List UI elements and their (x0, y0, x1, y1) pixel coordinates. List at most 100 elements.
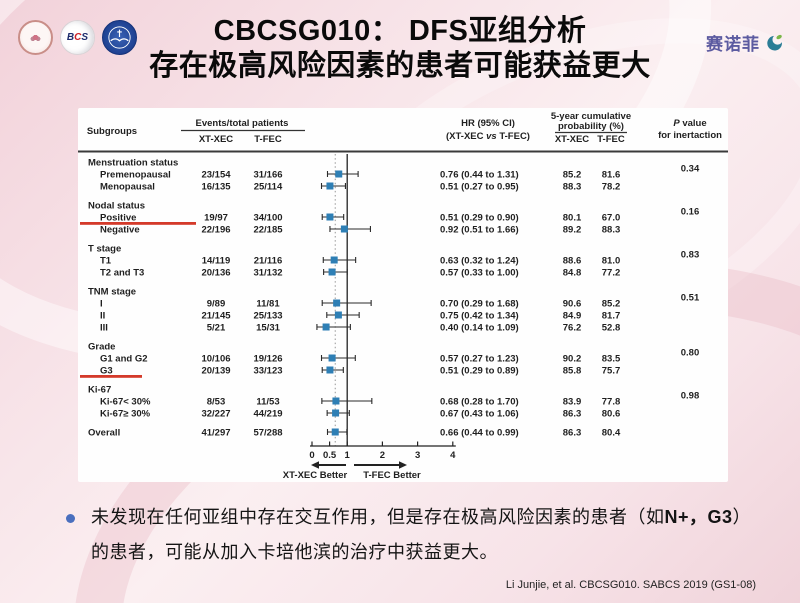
forest-plot: Subgroups Events/total patients XT-XEC T-FE… (78, 111, 728, 481)
prob-xtxec: 85.2 (563, 170, 582, 181)
events-tfec: 25/133 (253, 311, 282, 322)
prob-tfec: 81.7 (602, 311, 621, 322)
events-tfec: 44/219 (253, 409, 282, 420)
hr-ci-text: 0.67 (0.43 to 1.06) (440, 409, 519, 420)
bcs-logo-text: BCS (66, 32, 89, 43)
row-label: Menopausal (100, 182, 155, 193)
left-arrow-head-icon (311, 461, 319, 469)
prob-xtxec: 84.8 (563, 268, 582, 279)
group-header: Ki-67 (88, 385, 111, 396)
hr-ci-text: 0.92 (0.51 to 1.66) (440, 225, 519, 236)
hr-ci-text: 0.75 (0.42 to 1.34) (440, 311, 519, 322)
key-message: 未发现在任何亚组中存在交互作用，但是存在极高风险因素的患者（如N+，G3）的患者… (66, 500, 766, 570)
row-label: I (100, 299, 103, 310)
row-label: Positive (100, 213, 136, 224)
row-label: Ki-67< 30% (100, 397, 151, 408)
forest-marker (332, 397, 340, 405)
bullet-text-part3: ）的患者，可能从加入卡培他滨的治疗中获益更大。 (91, 507, 752, 562)
x-tick-label: 2 (380, 450, 385, 461)
row-label: II (100, 311, 105, 322)
col-header-5yr-tfec: T-FEC (597, 134, 625, 145)
right-arrow-head-icon (399, 461, 407, 469)
row-label: Ki-67≥ 30% (100, 409, 151, 420)
prob-xtxec: 90.2 (563, 354, 582, 365)
events-tfec: 57/288 (253, 428, 282, 439)
forest-marker (326, 213, 334, 221)
group-header: Menstruation status (88, 158, 178, 169)
p-value: 0.83 (681, 250, 700, 261)
events-xtxec: 41/297 (201, 428, 230, 439)
prob-tfec: 78.2 (602, 182, 621, 193)
header-rule (78, 150, 728, 153)
prob-tfec: 81.0 (602, 256, 621, 267)
row-label: G3 (100, 366, 113, 377)
forest-marker (326, 366, 334, 374)
events-xtxec: 19/97 (204, 213, 228, 224)
hr-ci-text: 0.66 (0.44 to 0.99) (440, 428, 519, 439)
prob-xtxec: 80.1 (563, 213, 582, 224)
prob-tfec: 75.7 (602, 366, 621, 377)
prob-tfec: 67.0 (602, 213, 621, 224)
p-value: 0.98 (681, 391, 700, 402)
col-header-5yr: 5-year cumulative (551, 111, 631, 122)
events-xtxec: 5/21 (207, 323, 226, 334)
right-arrow-label: T-FEC Better (363, 470, 421, 481)
hr-ci-text: 0.68 (0.28 to 1.70) (440, 397, 519, 408)
group-header: T stage (88, 244, 121, 255)
events-xtxec: 21/145 (201, 311, 231, 322)
prob-tfec: 83.5 (602, 354, 621, 365)
forest-marker (328, 268, 336, 276)
events-xtxec: 14/119 (202, 256, 231, 267)
events-tfec: 25/114 (254, 182, 283, 193)
prob-xtxec: 88.3 (563, 182, 582, 193)
x-tick-label: 3 (415, 450, 420, 461)
events-xtxec: 20/139 (201, 366, 230, 377)
col-header-hr-sub: (XT-XEC vs T-FEC) (446, 131, 530, 142)
row-label: III (100, 323, 108, 334)
x-tick-label: 0 (309, 450, 314, 461)
prob-xtxec: 83.9 (563, 397, 582, 408)
events-xtxec: 9/89 (207, 299, 226, 310)
prob-tfec: 80.6 (602, 409, 621, 420)
row-label: T2 and T3 (100, 268, 144, 279)
row-label: Premenopausal (100, 170, 171, 181)
hr-ci-text: 0.57 (0.27 to 1.23) (440, 354, 519, 365)
hospital-emblem-mark-icon (108, 26, 131, 49)
forest-marker (326, 182, 334, 190)
hr-ci-text: 0.40 (0.14 to 1.09) (440, 323, 519, 334)
hr-ci-text: 0.51 (0.29 to 0.89) (440, 366, 519, 377)
forest-marker (340, 225, 348, 233)
prob-xtxec: 86.3 (563, 428, 582, 439)
hr-ci-text: 0.63 (0.32 to 1.24) (440, 256, 519, 267)
red-underline-annotation (80, 375, 142, 378)
p-value: 0.34 (681, 164, 700, 175)
prob-tfec: 85.2 (602, 299, 621, 310)
hr-ci-text: 0.57 (0.33 to 1.00) (440, 268, 519, 279)
society-emblem-mark-icon (29, 31, 42, 44)
prob-tfec: 88.3 (602, 225, 621, 236)
prob-xtxec: 85.8 (563, 366, 582, 377)
col-header-5yr-xtxec: XT-XEC (555, 134, 589, 145)
forest-marker (328, 354, 336, 362)
col-header-hr: HR (95% CI) (461, 118, 515, 129)
forest-marker (330, 256, 338, 264)
red-underline-annotation (80, 222, 196, 225)
events-xtxec: 16/135 (201, 182, 231, 193)
col-header-events-xtxec: XT-XEC (199, 134, 233, 145)
col-header-events-tfec: T-FEC (254, 134, 282, 145)
forest-plot-panel: Subgroups Events/total patients XT-XEC T-FE… (78, 108, 728, 482)
forest-marker (322, 323, 330, 331)
organization-logos: BCS (18, 20, 137, 55)
group-header: TNM stage (88, 287, 136, 298)
bullet-icon (66, 514, 75, 523)
prob-xtxec: 76.2 (563, 323, 582, 334)
events-xtxec: 23/154 (201, 170, 231, 181)
p-value: 0.16 (681, 207, 700, 218)
prob-tfec: 77.8 (602, 397, 621, 408)
hr-ci-text: 0.51 (0.27 to 0.95) (440, 182, 519, 193)
events-xtxec: 22/196 (201, 225, 230, 236)
p-value: 0.80 (681, 348, 700, 359)
bcs-logo-icon: BCS (60, 20, 95, 55)
bullet-text-part1: 未发现在任何亚组中存在交互作用，但是存在极高风险因素的患者（如 (91, 507, 665, 527)
